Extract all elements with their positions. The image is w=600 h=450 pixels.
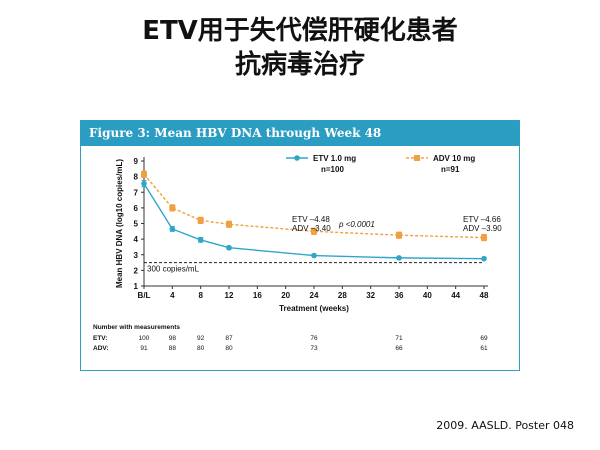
- legend-marker: [294, 155, 300, 161]
- table-cell: 80: [225, 345, 233, 352]
- x-tick-label: 40: [423, 291, 432, 300]
- y-tick-label: 3: [134, 251, 139, 260]
- figure-panel: Figure 3: Mean HBV DNA through Week 48 1…: [80, 120, 520, 371]
- table-cell: 92: [197, 335, 205, 342]
- data-point-2: [141, 171, 147, 178]
- y-tick-label: 1: [134, 282, 139, 291]
- y-tick-label: 5: [134, 220, 139, 229]
- data-point-2: [169, 204, 176, 211]
- data-point-1: [169, 226, 176, 232]
- table-row-label: ETV:: [93, 335, 107, 342]
- x-tick-label: 24: [310, 291, 319, 300]
- y-tick-label: 2: [134, 266, 139, 275]
- y-axis-label: Mean HBV DNA (log10 copies/mL): [115, 159, 124, 288]
- table-cell: 73: [310, 345, 318, 352]
- y-tick-label: 6: [134, 204, 139, 213]
- x-tick-label: 44: [451, 291, 460, 300]
- slide-title-line-2: 抗病毒治疗: [234, 50, 365, 80]
- data-point-1: [396, 255, 402, 261]
- x-tick-label: 12: [225, 291, 234, 300]
- annotation-end-adv: ADV –3.90: [463, 224, 502, 233]
- data-point-2: [481, 234, 487, 241]
- table-cell: 69: [480, 335, 488, 342]
- table-cell: 61: [480, 345, 488, 352]
- citation: 2009. AASLD. Poster 048: [436, 419, 574, 432]
- table-cell: 87: [225, 335, 233, 342]
- table-cell: 91: [140, 345, 148, 352]
- y-tick-label: 9: [134, 157, 139, 166]
- data-point-1: [311, 252, 317, 259]
- legend-n: n=100: [321, 165, 344, 174]
- x-tick-label: 28: [338, 291, 347, 300]
- annotation-end-etv: ETV –4.66: [463, 215, 501, 224]
- table-cell: 98: [169, 335, 177, 342]
- data-point-1: [226, 244, 232, 251]
- annotation-mid-etv: ETV –4.48: [292, 215, 330, 224]
- legend-label: ADV 10 mg: [433, 154, 475, 163]
- legend-label: ETV 1.0 mg: [313, 154, 356, 163]
- table-header: Number with measurements: [93, 324, 180, 331]
- data-point-1: [481, 255, 487, 262]
- slide-title-line-1: ETV用于失代偿肝硬化患者: [142, 16, 458, 46]
- x-tick-label: 36: [395, 291, 404, 300]
- table-cell: 88: [169, 345, 177, 352]
- y-tick-label: 8: [134, 173, 139, 182]
- table-cell: 76: [310, 335, 318, 342]
- slide-title: ETV用于失代偿肝硬化患者 抗病毒治疗: [0, 14, 600, 82]
- data-point-1: [141, 180, 147, 187]
- table-cell: 80: [197, 345, 205, 352]
- table-row-label: ADV:: [93, 345, 109, 352]
- data-point-2: [226, 221, 232, 228]
- x-tick-label: 32: [366, 291, 375, 300]
- legend-n: n=91: [441, 165, 460, 174]
- x-tick-label: 16: [253, 291, 262, 300]
- x-axis-label: Treatment (weeks): [279, 304, 349, 313]
- x-tick-label: 4: [170, 291, 175, 300]
- x-tick-label: 20: [281, 291, 290, 300]
- x-tick-label: B/L: [138, 291, 151, 300]
- table-cell: 71: [395, 335, 403, 342]
- annotation-pvalue: p <0.0001: [338, 220, 375, 229]
- data-point-2: [311, 228, 317, 235]
- annotation-mid-adv: ADV –3.40: [292, 224, 331, 233]
- reference-line-label: 300 copies/mL: [147, 265, 200, 274]
- table-cell: 100: [139, 335, 150, 342]
- data-point-2: [396, 232, 402, 239]
- legend-marker: [414, 155, 420, 161]
- data-point-1: [197, 237, 204, 243]
- figure-title: Figure 3: Mean HBV DNA through Week 48: [81, 121, 519, 146]
- x-tick-label: 48: [480, 291, 489, 300]
- y-tick-label: 4: [134, 235, 139, 244]
- x-tick-label: 8: [198, 291, 203, 300]
- table-cell: 66: [395, 345, 403, 352]
- y-tick-label: 7: [134, 188, 139, 197]
- data-point-2: [197, 217, 204, 224]
